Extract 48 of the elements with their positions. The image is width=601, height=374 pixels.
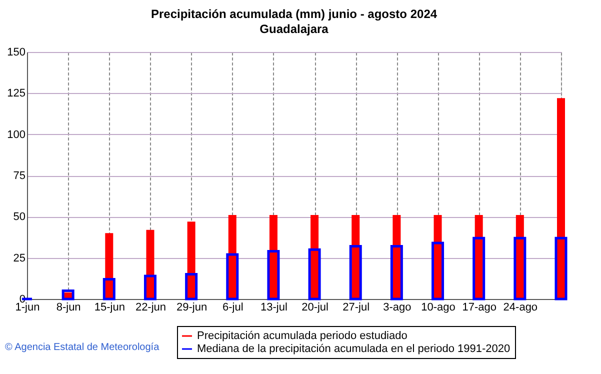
chart-subtitle: Guadalajara bbox=[260, 22, 329, 36]
x-tick-label: 3-ago bbox=[383, 302, 412, 314]
bar bbox=[144, 274, 156, 300]
x-tick-label: 22-jun bbox=[135, 302, 166, 314]
bar bbox=[390, 245, 403, 300]
x-tick-label: 13-jul bbox=[260, 302, 288, 314]
x-tick-label: 27-jul bbox=[342, 302, 370, 314]
bar bbox=[308, 248, 321, 300]
bar bbox=[349, 245, 362, 300]
x-tick-label: 29-jun bbox=[176, 302, 208, 314]
bar bbox=[267, 250, 280, 300]
bar bbox=[514, 236, 526, 300]
text: © Agencia Estatal de Meteorología bbox=[5, 342, 160, 353]
bar bbox=[105, 233, 114, 299]
x-tick-label: 8-jun bbox=[56, 302, 81, 314]
x-tick-label: 10-ago bbox=[421, 302, 456, 314]
bar bbox=[62, 290, 74, 300]
chart-title: Precipitación acumulada (mm) junio - agosto 2024 bbox=[150, 7, 438, 21]
y-tick-label: 100 bbox=[7, 128, 26, 141]
y-tick-label: 50 bbox=[13, 211, 26, 224]
x-tick-label: 17-ago bbox=[462, 302, 496, 314]
bar bbox=[310, 215, 319, 299]
legend-label: Mediana de la precipitación acumulada en el periodo 1991-2020 bbox=[197, 343, 510, 355]
bar bbox=[226, 253, 239, 300]
x-tick-label: 24-ago bbox=[503, 302, 538, 314]
y-tick-label: 75 bbox=[13, 170, 26, 182]
legend-label: Precipitación acumulada periodo estudiado bbox=[197, 330, 408, 342]
y-tick-label: 150 bbox=[7, 46, 26, 58]
bar bbox=[434, 215, 442, 299]
bar bbox=[392, 215, 401, 299]
bar bbox=[516, 215, 524, 299]
bar bbox=[432, 242, 444, 300]
x-tick-label: 15-jun bbox=[94, 302, 125, 314]
bar bbox=[352, 215, 360, 299]
x-tick-label: 6-jul bbox=[222, 302, 244, 314]
bar bbox=[472, 236, 486, 300]
bar bbox=[269, 215, 278, 299]
bar bbox=[474, 215, 483, 299]
bar bbox=[146, 230, 154, 299]
bar bbox=[102, 278, 116, 300]
x-tick-label: 1-jun bbox=[15, 302, 40, 314]
y-tick-label: 25 bbox=[13, 252, 26, 264]
bar bbox=[554, 236, 568, 300]
bar bbox=[187, 222, 196, 299]
y-tick-label: 125 bbox=[7, 88, 26, 100]
bar bbox=[185, 273, 198, 300]
bar bbox=[228, 215, 236, 299]
x-tick-label: 20-jul bbox=[302, 302, 328, 314]
